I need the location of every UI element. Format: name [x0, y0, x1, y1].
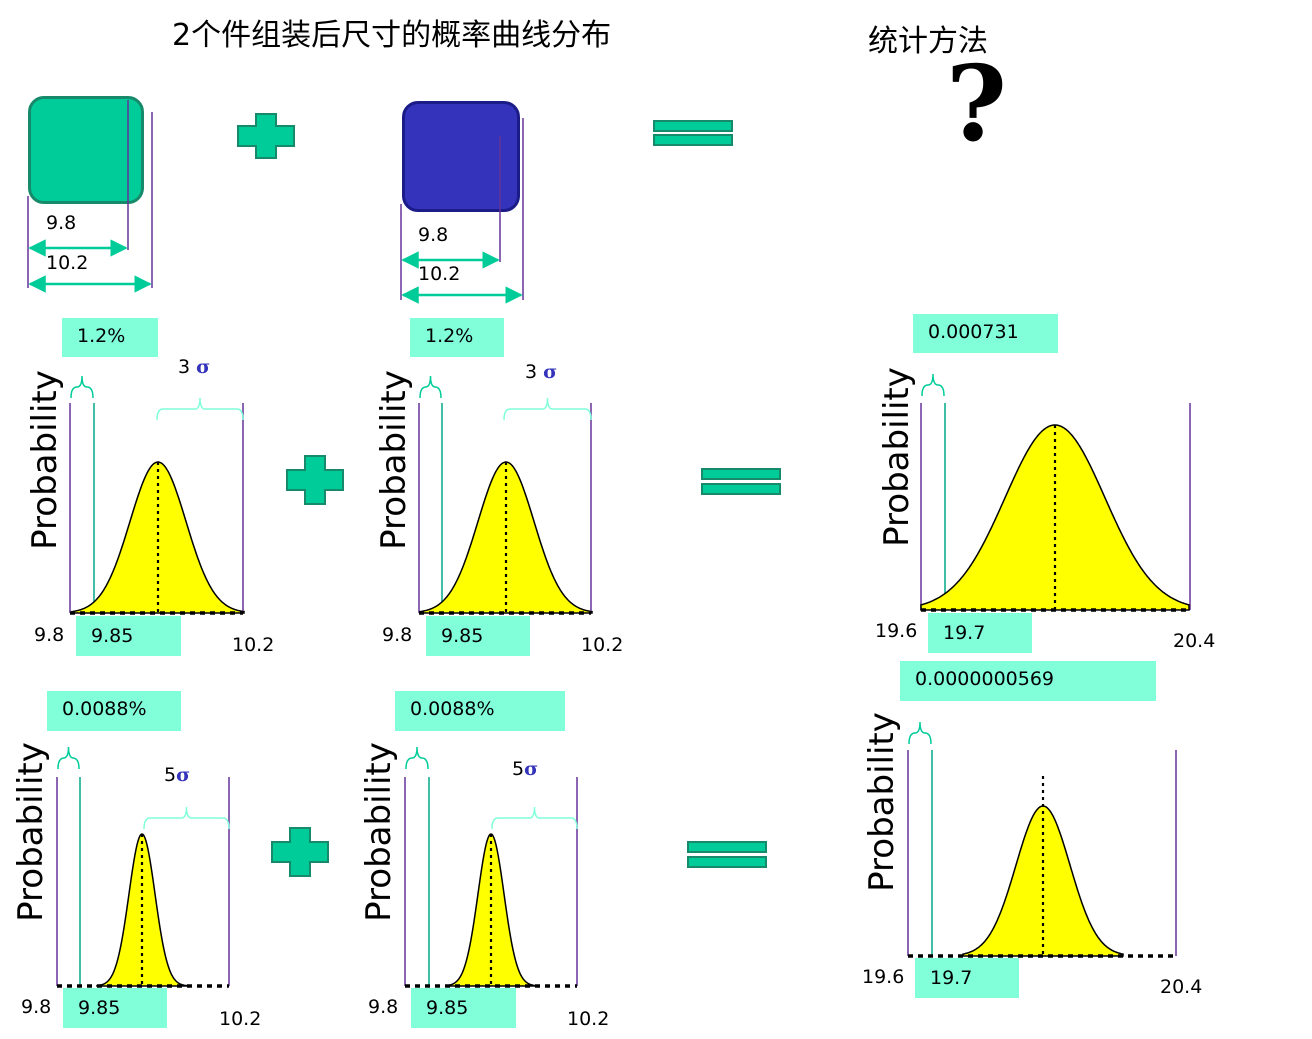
x-lsl-2-5: 9.85 — [411, 988, 516, 1028]
result-5sigma-value-tag: 0.0000000569 — [900, 661, 1156, 701]
y-axis-label-result-3: Probability — [877, 367, 917, 547]
r-5-tail-brace — [908, 721, 932, 745]
y-axis-label-2-3: Probability — [374, 370, 414, 550]
equals-icon-row3 — [701, 468, 781, 495]
sigma-label-1-5: 5σ — [164, 764, 191, 786]
part-1-max-label: 10.2 — [46, 252, 89, 274]
x-max-2-3: 10.2 — [581, 634, 624, 656]
part-1-dimensions — [27, 100, 153, 288]
p1-3-tail-brace — [70, 375, 94, 399]
p1-5-sigma-brace — [143, 806, 230, 830]
page-title: 2个件组装后尺寸的概率曲线分布 — [172, 18, 612, 53]
distribution-curves — [56, 373, 1191, 988]
result-3sigma-value-tag: 0.000731 — [913, 314, 1058, 353]
part-1-3sigma-pct-tag: 1.2% — [62, 318, 158, 357]
y-axis-label-result-5: Probability — [862, 712, 902, 892]
plus-icon-row3 — [286, 455, 344, 505]
y-axis-label-2-5: Probability — [359, 742, 399, 922]
p2-5-sigma-brace — [491, 806, 578, 830]
part-1-min-label: 9.8 — [46, 212, 77, 234]
x-min-1-3: 9.8 — [34, 624, 65, 646]
result-min-3: 19.6 — [875, 620, 918, 642]
part-1-square — [28, 96, 144, 204]
p2-5-tail-brace — [405, 746, 429, 770]
p1-5-tail-brace — [57, 746, 80, 770]
x-lsl-1-5: 9.85 — [63, 988, 167, 1028]
p1-3-sigma-brace — [156, 397, 244, 421]
part-2-min-label: 9.8 — [418, 224, 449, 246]
x-lsl-2-3: 9.85 — [426, 616, 530, 656]
question-mark-icon: ? — [946, 42, 1007, 165]
sigma-label-2-3: 3 σ — [525, 361, 558, 383]
plus-icon-row5 — [271, 827, 329, 877]
part-1-5sigma-pct-tag: 0.0088% — [47, 691, 181, 731]
result-lsl-5: 19.7 — [915, 958, 1019, 998]
y-axis-label-1-3: Probability — [25, 370, 65, 550]
x-max-1-3: 10.2 — [232, 634, 275, 656]
x-max-1-5: 10.2 — [219, 1008, 262, 1030]
x-min-1-5: 9.8 — [21, 996, 52, 1018]
equals-icon-top — [653, 120, 733, 146]
sigma-label-1-3: 3 σ — [178, 356, 211, 378]
equals-icon-row5 — [687, 841, 767, 868]
result-max-3: 20.4 — [1173, 630, 1216, 652]
plus-icon-top — [237, 113, 295, 159]
x-max-2-5: 10.2 — [567, 1008, 610, 1030]
x-min-2-3: 9.8 — [382, 624, 413, 646]
p2-3-tail-brace — [419, 375, 442, 399]
x-min-2-5: 9.8 — [368, 996, 399, 1018]
result-min-5: 19.6 — [862, 966, 905, 988]
result-max-5: 20.4 — [1160, 976, 1203, 998]
r-3-tail-brace — [921, 373, 945, 397]
part-2-5sigma-pct-tag: 0.0088% — [395, 691, 565, 731]
x-lsl-1-3: 9.85 — [76, 616, 181, 656]
result-lsl-3: 19.7 — [928, 613, 1032, 653]
part-2-max-label: 10.2 — [418, 263, 461, 285]
part-2-3sigma-pct-tag: 1.2% — [410, 318, 504, 357]
y-axis-label-1-5: Probability — [11, 742, 51, 922]
sigma-label-2-5: 5σ — [512, 758, 539, 780]
part-2-dimensions — [400, 118, 524, 300]
p2-3-sigma-brace — [503, 397, 592, 421]
method-label: 统计方法 — [868, 24, 988, 59]
